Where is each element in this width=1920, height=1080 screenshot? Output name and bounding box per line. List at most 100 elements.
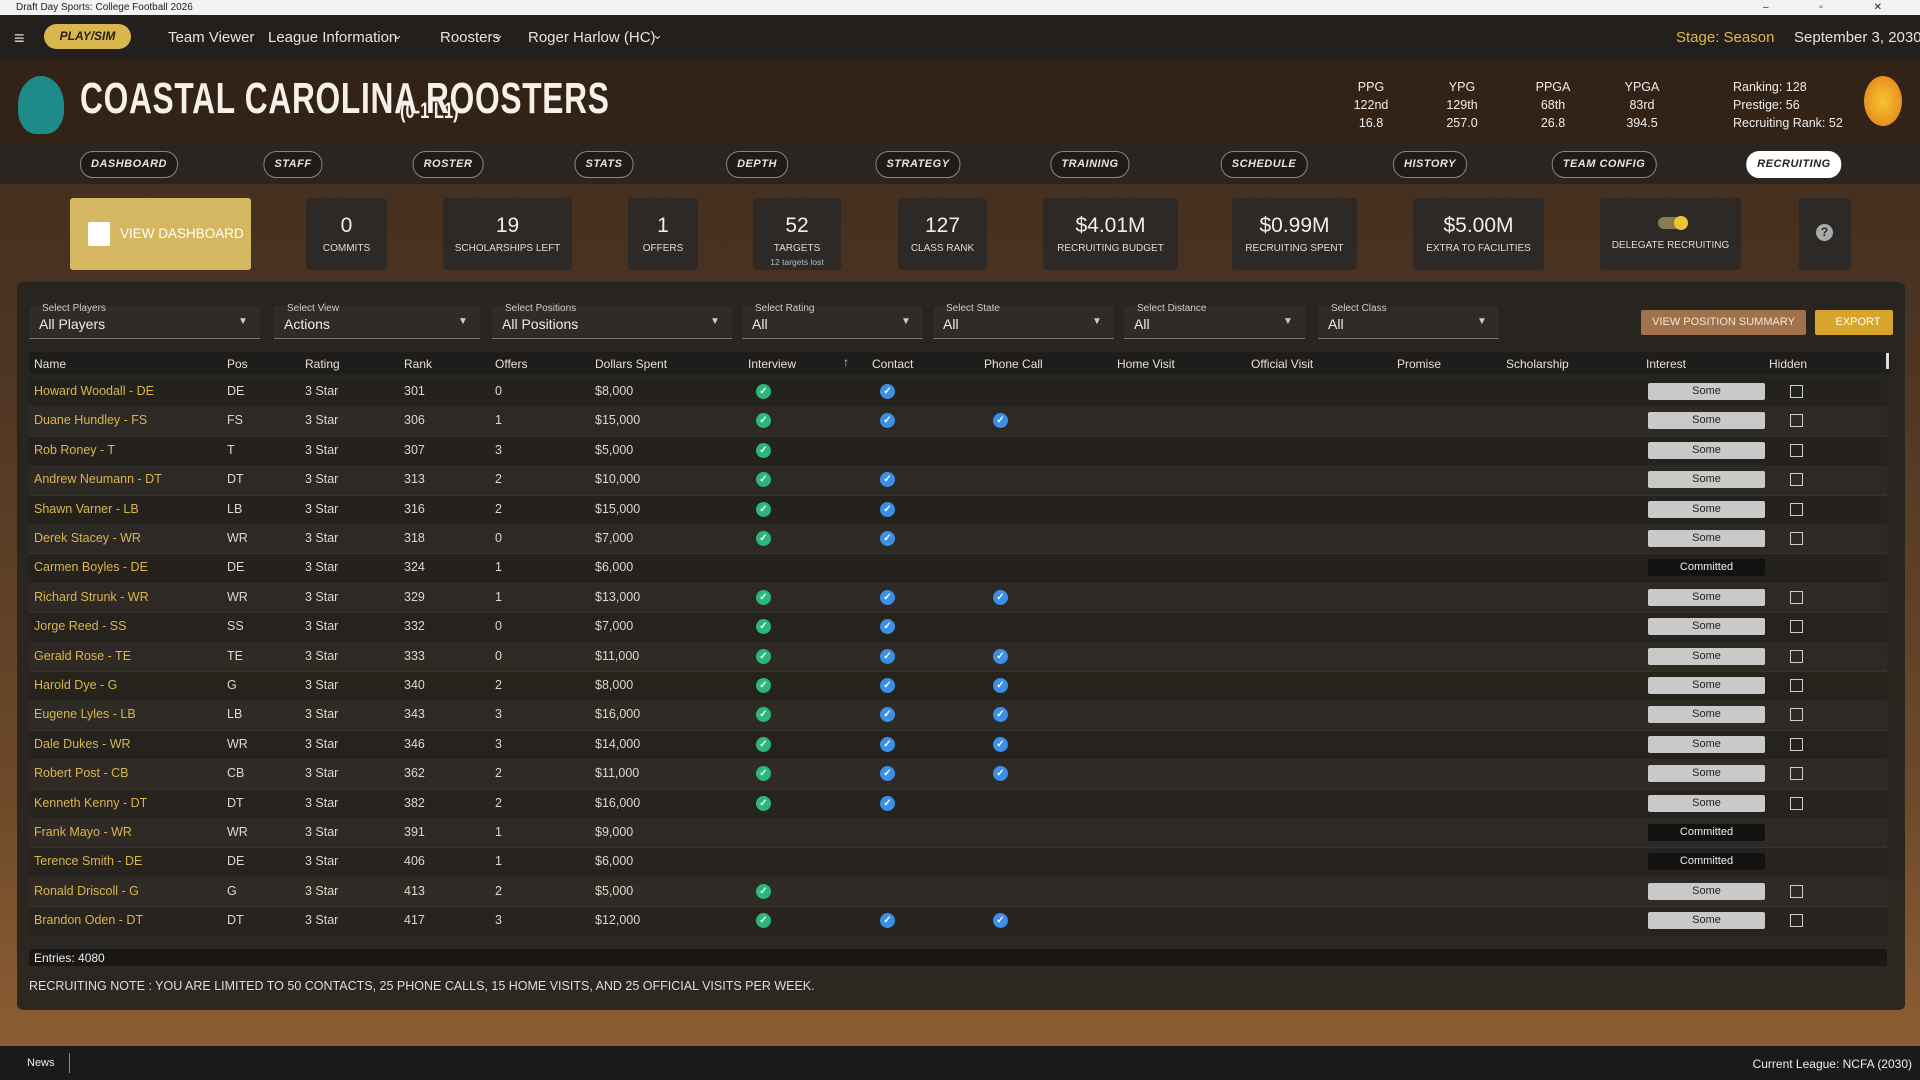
player-name[interactable]: Eugene Lyles - LB: [34, 707, 136, 722]
export-button[interactable]: EXPORT: [1815, 310, 1893, 335]
player-name[interactable]: Richard Strunk - WR: [34, 589, 149, 604]
column-header[interactable]: Rating: [305, 357, 340, 371]
player-name[interactable]: Jorge Reed - SS: [34, 619, 127, 634]
position-summary-button[interactable]: VIEW POSITION SUMMARY: [1641, 310, 1806, 335]
hidden-checkbox[interactable]: [1790, 502, 1803, 516]
nav-tab[interactable]: TEAM CONFIG: [1551, 151, 1657, 178]
hidden-checkbox[interactable]: [1790, 796, 1803, 810]
cell-rating: 3 Star: [305, 883, 339, 898]
nav-tab[interactable]: SCHEDULE: [1220, 151, 1308, 178]
player-name[interactable]: Ronald Driscoll - G: [34, 883, 139, 898]
stage[interactable]: Stage: Season: [1676, 29, 1775, 46]
nav-tab[interactable]: STAFF: [263, 151, 323, 178]
player-name[interactable]: Brandon Oden - DT: [34, 913, 144, 928]
hidden-checkbox[interactable]: [1790, 649, 1803, 663]
filter-dropdown[interactable]: [29, 306, 260, 339]
hamburger[interactable]: ≡: [14, 28, 25, 48]
help-icon[interactable]: ?: [1816, 224, 1833, 241]
cell-offers: 0: [495, 531, 502, 545]
stat-card: [1043, 198, 1178, 270]
dropdown-caret: ▼: [238, 316, 248, 327]
cell-rank: 362: [404, 766, 425, 781]
column-header[interactable]: Name: [34, 357, 67, 371]
player-name[interactable]: Terence Smith - DE: [34, 854, 143, 869]
column-header[interactable]: Promise: [1397, 357, 1442, 371]
menu-item[interactable]: Roosters: [440, 29, 501, 46]
hidden-checkbox[interactable]: [1790, 443, 1803, 457]
filter-dropdown[interactable]: [1318, 306, 1499, 339]
hidden-checkbox[interactable]: [1790, 414, 1803, 428]
column-header[interactable]: Dollars Spent: [595, 357, 668, 371]
nav-tab[interactable]: RECRUITING: [1746, 151, 1842, 178]
hidden-checkbox[interactable]: [1790, 737, 1803, 751]
player-name[interactable]: Howard Woodall - DE: [34, 384, 154, 398]
filter-dropdown[interactable]: [742, 306, 923, 339]
menu-item[interactable]: League Information: [268, 29, 398, 46]
column-header[interactable]: Interview: [748, 357, 797, 371]
player-name[interactable]: Dale Dukes - WR: [34, 736, 131, 751]
cell-dollars: $10,000: [595, 472, 641, 487]
nav-tab[interactable]: TRAINING: [1050, 151, 1130, 178]
player-name[interactable]: Gerald Rose - TE: [34, 648, 132, 663]
player-name[interactable]: Shawn Varner - LB: [34, 501, 139, 516]
cell-rank: 307: [404, 442, 425, 457]
menu-item[interactable]: Roger Harlow (HC): [528, 29, 656, 46]
hidden-checkbox[interactable]: [1790, 914, 1803, 928]
column-header[interactable]: Interest: [1646, 357, 1687, 371]
filter-dropdown[interactable]: [274, 306, 480, 339]
table-row: [29, 613, 1887, 643]
column-header[interactable]: Scholarship: [1506, 357, 1569, 371]
column-header[interactable]: Contact: [872, 357, 914, 371]
nav-tab[interactable]: ROSTER: [412, 151, 484, 178]
hidden-checkbox[interactable]: [1790, 767, 1803, 781]
team-stat-label: PPG: [1357, 80, 1385, 94]
player-name[interactable]: Andrew Neumann - DT: [34, 472, 162, 487]
column-header[interactable]: Offers: [495, 357, 528, 371]
nav-tab[interactable]: STATS: [574, 151, 634, 178]
dropdown-caret[interactable]: ⌄: [493, 27, 504, 42]
dropdown-caret[interactable]: ⌄: [652, 27, 663, 42]
nav-tab[interactable]: DASHBOARD: [80, 151, 178, 178]
hidden-checkbox[interactable]: [1790, 590, 1803, 604]
date[interactable]: September 3, 2030: [1794, 29, 1920, 46]
dropdown-caret: ▼: [458, 316, 468, 327]
player-name[interactable]: Harold Dye - G: [34, 678, 118, 692]
hidden-checkbox[interactable]: [1790, 620, 1803, 634]
player-name[interactable]: Carmen Boyles - DE: [34, 560, 148, 575]
hidden-checkbox[interactable]: [1790, 385, 1803, 398]
hidden-checkbox[interactable]: [1790, 532, 1803, 545]
news-tab[interactable]: News: [27, 1057, 55, 1069]
scrollbar[interactable]: [1886, 353, 1889, 369]
cell-rating: 3 Star: [305, 825, 339, 839]
nav-tab[interactable]: STRATEGY: [875, 151, 961, 178]
filter-dropdown[interactable]: [933, 306, 1114, 339]
filter-dropdown[interactable]: [1124, 306, 1305, 339]
hidden-checkbox[interactable]: [1790, 708, 1803, 722]
player-name[interactable]: Robert Post - CB: [34, 766, 129, 781]
hidden-checkbox[interactable]: [1790, 473, 1803, 487]
interest-badge: Some: [1648, 882, 1765, 900]
menu-item[interactable]: Team Viewer: [168, 29, 255, 46]
player-name[interactable]: Rob Roney - T: [34, 442, 116, 457]
player-name[interactable]: Kenneth Kenny - DT: [34, 795, 148, 810]
player-name[interactable]: Derek Stacey - WR: [34, 531, 141, 545]
column-header[interactable]: Official Visit: [1251, 357, 1314, 371]
column-header[interactable]: Home Visit: [1117, 357, 1175, 371]
window-controls[interactable]: – ▫ ✕: [1762, 2, 1906, 13]
cell-rating: 3 Star: [305, 531, 339, 545]
player-name[interactable]: Duane Hundley - FS: [34, 413, 148, 428]
hidden-checkbox[interactable]: [1790, 884, 1803, 898]
column-header[interactable]: Hidden: [1769, 357, 1808, 371]
column-header[interactable]: Phone Call: [984, 357, 1043, 371]
play-sim-button[interactable]: PLAY/SIM: [44, 24, 131, 49]
column-header[interactable]: Pos: [227, 357, 248, 371]
filter-dropdown[interactable]: [492, 306, 732, 339]
hidden-checkbox[interactable]: [1790, 679, 1803, 692]
player-name[interactable]: Frank Mayo - WR: [34, 825, 132, 839]
dropdown-caret[interactable]: ⌄: [392, 27, 403, 42]
nav-tab[interactable]: DEPTH: [726, 151, 788, 178]
interest-badge: Committed: [1648, 559, 1765, 577]
check-phone: ✓: [993, 913, 1008, 929]
column-header[interactable]: Rank: [404, 357, 433, 371]
nav-tab[interactable]: HISTORY: [1393, 151, 1467, 178]
